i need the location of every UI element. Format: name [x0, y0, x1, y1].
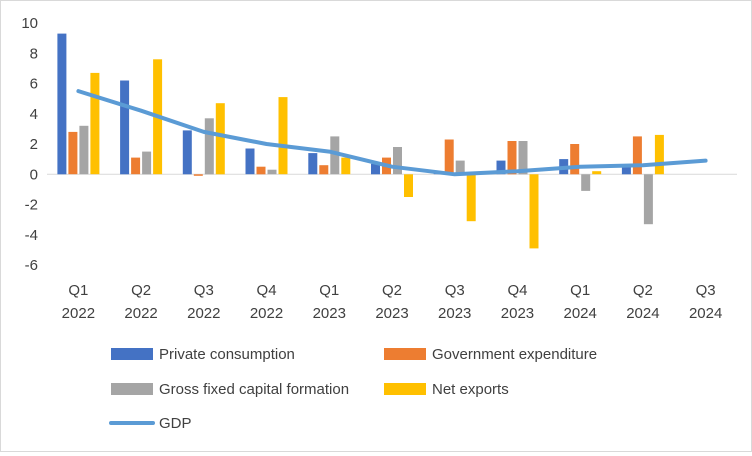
bar-private-consumption — [496, 160, 506, 175]
y-tick-label: -4 — [25, 227, 38, 244]
bar-net-exports — [592, 171, 602, 175]
legend-label-net-exports: Net exports — [432, 381, 509, 398]
x-tick-quarter: Q3 — [445, 282, 465, 299]
bar-gross-fixed-capital-formation — [455, 160, 465, 175]
bar-gross-fixed-capital-formation — [581, 174, 591, 191]
x-tick-quarter: Q1 — [319, 282, 339, 299]
x-tick-quarter: Q2 — [633, 282, 653, 299]
x-tick-quarter: Q2 — [382, 282, 402, 299]
x-tick-year: 2023 — [375, 305, 408, 322]
x-tick-quarter: Q4 — [507, 282, 527, 299]
bar-private-consumption — [245, 148, 255, 175]
bar-net-exports — [215, 103, 225, 175]
x-tick-quarter: Q2 — [131, 282, 151, 299]
legend-label-private-consumption: Private consumption — [159, 346, 295, 363]
bar-government-expenditure — [193, 174, 203, 176]
y-tick-label: 8 — [30, 45, 38, 62]
legend-label-gdp: GDP — [159, 415, 192, 432]
bar-gross-fixed-capital-formation — [518, 141, 528, 175]
x-axis: Q1 2022 Q2 2022 Q3 2022 Q4 2022 Q1 2023 Q2 2023 Q3 20… — [62, 282, 723, 322]
y-tick-label: 0 — [30, 166, 38, 183]
x-tick-year: 2022 — [124, 305, 157, 322]
bar-government-expenditure — [507, 141, 517, 175]
bar-gross-fixed-capital-formation — [204, 118, 214, 175]
x-tick-quarter: Q4 — [257, 282, 277, 299]
bar-private-consumption — [371, 163, 380, 175]
x-tick-quarter: Q3 — [194, 282, 214, 299]
bar-private-consumption — [120, 80, 130, 175]
y-tick-label: 6 — [30, 76, 38, 93]
bar-net-exports — [466, 174, 476, 222]
x-tick-year: 2022 — [250, 305, 283, 322]
bar-net-exports — [529, 174, 539, 249]
y-tick-label: -6 — [25, 257, 38, 274]
bar-government-expenditure — [570, 144, 580, 175]
bar-net-exports — [404, 174, 413, 197]
x-tick-year: 2023 — [501, 305, 534, 322]
x-tick-quarter: Q3 — [696, 282, 716, 299]
bar-net-exports — [90, 72, 100, 175]
x-tick-quarter: Q1 — [68, 282, 88, 299]
y-tick-label: 2 — [30, 136, 38, 153]
x-tick-year: 2023 — [313, 305, 346, 322]
legend-swatch-private-consumption — [111, 348, 153, 360]
bar-gross-fixed-capital-formation — [643, 174, 653, 225]
legend-swatch-government-expenditure — [384, 348, 426, 360]
x-tick-year: 2024 — [563, 305, 596, 322]
bar-government-expenditure — [319, 165, 329, 175]
y-tick-label: 10 — [21, 15, 38, 32]
bar-private-consumption — [308, 153, 318, 175]
bar-government-expenditure — [68, 131, 78, 175]
bar-private-consumption — [182, 130, 192, 175]
bar-net-exports — [654, 134, 664, 175]
x-tick-year: 2022 — [187, 305, 220, 322]
y-tick-label: 4 — [30, 106, 38, 123]
legend-swatch-gross-fixed-capital-formation — [111, 383, 153, 395]
bar-gross-fixed-capital-formation — [393, 147, 402, 175]
legend-label-gross-fixed-capital-formation: Gross fixed capital formation — [159, 381, 349, 398]
bar-gross-fixed-capital-formation — [79, 125, 89, 175]
x-tick-year: 2023 — [438, 305, 471, 322]
bar-government-expenditure — [632, 136, 642, 175]
bar-net-exports — [278, 97, 288, 175]
legend-label-government-expenditure: Government expenditure — [432, 346, 597, 363]
x-tick-quarter: Q1 — [570, 282, 590, 299]
legend-swatch-net-exports — [384, 383, 426, 395]
bar-gross-fixed-capital-formation — [142, 151, 152, 175]
bar-government-expenditure — [444, 139, 454, 175]
bar-private-consumption — [621, 166, 631, 175]
bar-gross-fixed-capital-formation — [267, 169, 277, 175]
x-tick-year: 2022 — [62, 305, 95, 322]
bar-private-consumption — [57, 33, 67, 175]
bar-gross-fixed-capital-formation — [330, 136, 340, 175]
legend: Private consumption Government expenditur… — [109, 346, 597, 432]
y-axis: 10 8 6 4 2 0 -2 -4 -6 — [21, 15, 38, 274]
x-tick-year: 2024 — [626, 305, 659, 322]
line-gdp — [76, 89, 708, 177]
plot-area — [47, 33, 737, 249]
bar-government-expenditure — [256, 166, 266, 175]
bar-net-exports — [341, 157, 351, 175]
x-tick-year: 2024 — [689, 305, 722, 322]
bar-government-expenditure — [131, 157, 141, 175]
y-tick-label: -2 — [25, 197, 38, 214]
